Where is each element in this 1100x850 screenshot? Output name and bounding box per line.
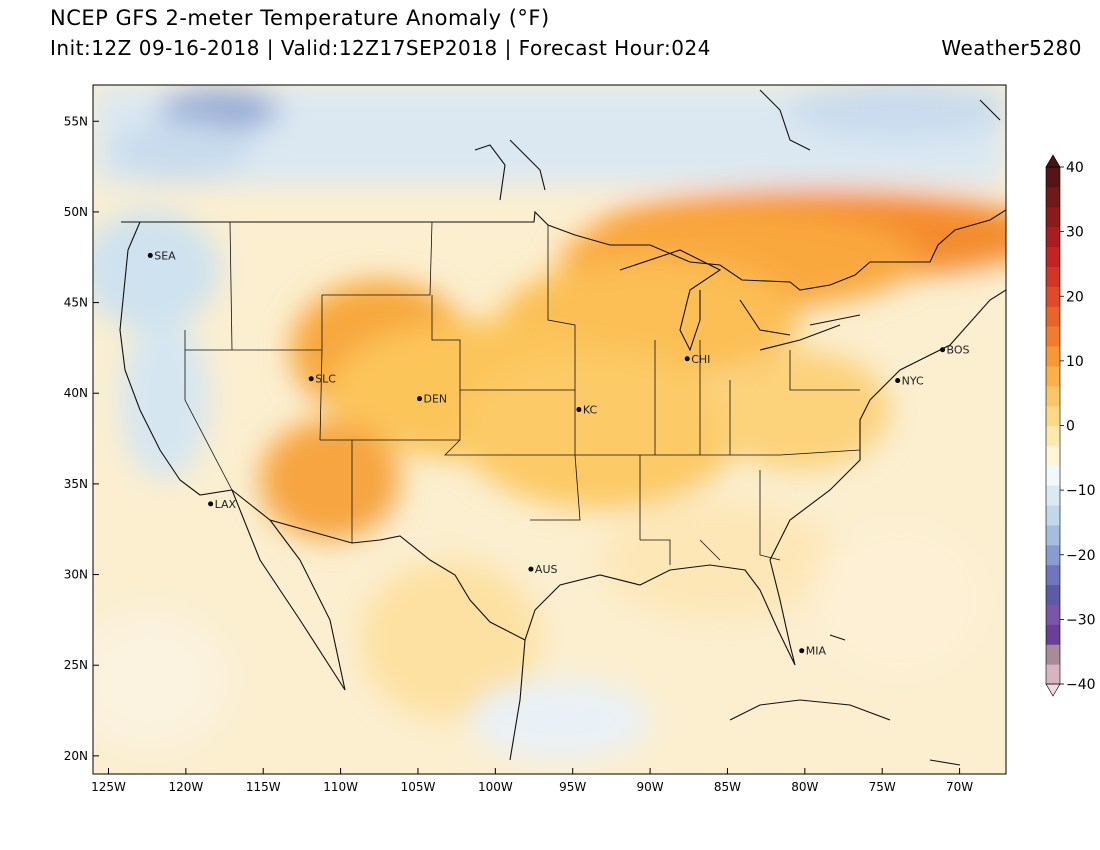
colorbar-segment — [1046, 544, 1060, 566]
colorbar-label: 0 — [1066, 419, 1075, 435]
lon-tick-label: 125W — [91, 780, 126, 794]
city-label: BOS — [947, 344, 970, 357]
colorbar-segment — [1046, 524, 1060, 546]
colorbar-segment — [1046, 564, 1060, 586]
colorbar-segment — [1046, 226, 1060, 248]
city-dot — [684, 356, 690, 362]
anomaly-field — [93, 85, 1006, 774]
colorbar-segment — [1046, 644, 1060, 665]
caribbean-islands — [729, 634, 961, 766]
colorbar-segment — [1046, 485, 1060, 506]
city-label: DEN — [424, 393, 448, 406]
city-dot — [308, 376, 314, 382]
lon-tick-label: 85W — [714, 780, 741, 794]
city-label: MIA — [806, 645, 827, 658]
city-dot — [576, 407, 582, 413]
colorbar-segment — [1046, 465, 1060, 486]
city-label: LAX — [215, 498, 237, 511]
colorbar-max-arrow — [1045, 154, 1061, 168]
colorbar-segment — [1046, 505, 1060, 526]
city-label: KC — [583, 404, 598, 417]
map-subtitle: Init:12Z 09-16-2018 | Valid:12Z17SEP2018… — [50, 36, 711, 60]
lon-tick-label: 95W — [559, 780, 586, 794]
colorbar-label: −30 — [1066, 612, 1096, 628]
lat-tick-label: 40N — [64, 386, 88, 400]
gulf-coastline — [524, 289, 1006, 666]
pacific-coastline — [119, 221, 346, 691]
lat-tick-label: 20N — [64, 749, 88, 763]
city-dot — [147, 252, 153, 258]
us-canada-border — [121, 209, 1006, 291]
colorbar-min-arrow — [1045, 683, 1061, 697]
great-lakes — [619, 249, 861, 352]
city-dot — [799, 648, 805, 654]
lat-tick-label: 25N — [64, 658, 88, 672]
lon-tick-label: 120W — [168, 780, 203, 794]
colorbar-label: 30 — [1066, 225, 1084, 241]
colorbar-segment — [1046, 206, 1060, 228]
lon-tick-label: 70W — [946, 780, 973, 794]
city-dot — [417, 396, 423, 402]
colorbar-segment — [1046, 604, 1060, 625]
lon-tick-label: 80W — [791, 780, 818, 794]
lon-tick-label: 90W — [637, 780, 664, 794]
colorbar-label: −20 — [1066, 548, 1096, 564]
us-mexico-border — [231, 489, 526, 641]
colorbar-segment — [1046, 306, 1060, 327]
colorbar: 40 30 20 10 0 −10 −20 −30 −40 — [1045, 154, 1096, 697]
lon-tick-label: 100W — [478, 780, 513, 794]
colorbar-label: 20 — [1066, 289, 1084, 305]
colorbar-segment — [1046, 624, 1060, 645]
lon-tick-label: 105W — [401, 780, 436, 794]
city-label: SEA — [154, 249, 176, 262]
colorbar-segment — [1046, 365, 1060, 387]
longitude-axis: 125W 120W 115W 110W 105W 100W 95W 90W 85W 80W 75W 7… — [91, 768, 973, 794]
state-lines — [184, 221, 861, 565]
city-dot — [895, 378, 901, 384]
hudson-bay-coast — [474, 89, 1001, 201]
colorbar-label: −40 — [1066, 677, 1096, 693]
colorbar-segment — [1046, 326, 1060, 347]
map-title: NCEP GFS 2-meter Temperature Anomaly (°F… — [50, 6, 550, 30]
colorbar-segment — [1046, 405, 1060, 426]
colorbar-segment — [1046, 286, 1060, 307]
colorbar-segment — [1046, 246, 1060, 267]
lon-tick-label: 115W — [246, 780, 281, 794]
lat-tick-label: 50N — [64, 205, 88, 219]
colorbar-segment — [1046, 186, 1060, 208]
city-label: SLC — [315, 373, 336, 386]
colorbar-segment — [1046, 345, 1060, 367]
city-label: CHI — [691, 353, 710, 366]
city-label: NYC — [902, 375, 924, 388]
colorbar-segment — [1046, 664, 1060, 685]
lat-tick-label: 45N — [64, 296, 88, 310]
city-markers: SEA SLC DEN KC CHI NYC BOS LAX AUS MIA — [147, 249, 970, 658]
city-dot — [940, 347, 946, 353]
lon-tick-label: 110W — [323, 780, 358, 794]
city-dot — [208, 501, 214, 507]
colorbar-segment — [1046, 266, 1060, 287]
map-outlines — [119, 89, 1006, 766]
colorbar-segment — [1046, 584, 1060, 605]
latitude-axis: 55N 50N 45N 40N 35N 30N 25N 20N — [64, 114, 99, 763]
city-dot — [528, 566, 534, 572]
lat-tick-label: 35N — [64, 477, 88, 491]
colorbar-label: 10 — [1066, 354, 1084, 370]
colorbar-segment — [1046, 445, 1060, 466]
city-label: AUS — [535, 563, 558, 576]
lat-tick-label: 30N — [64, 568, 88, 582]
colorbar-label: −10 — [1066, 483, 1096, 499]
mexico-interior-coast — [269, 519, 526, 761]
lon-tick-label: 75W — [869, 780, 896, 794]
colorbar-segment — [1046, 385, 1060, 407]
colorbar-segment — [1046, 167, 1060, 188]
lat-tick-label: 55N — [64, 114, 88, 128]
colorbar-label: 40 — [1066, 160, 1084, 176]
colorbar-segment — [1046, 425, 1060, 446]
brand-label: Weather5280 — [941, 36, 1082, 60]
plot-frame — [92, 84, 1007, 775]
